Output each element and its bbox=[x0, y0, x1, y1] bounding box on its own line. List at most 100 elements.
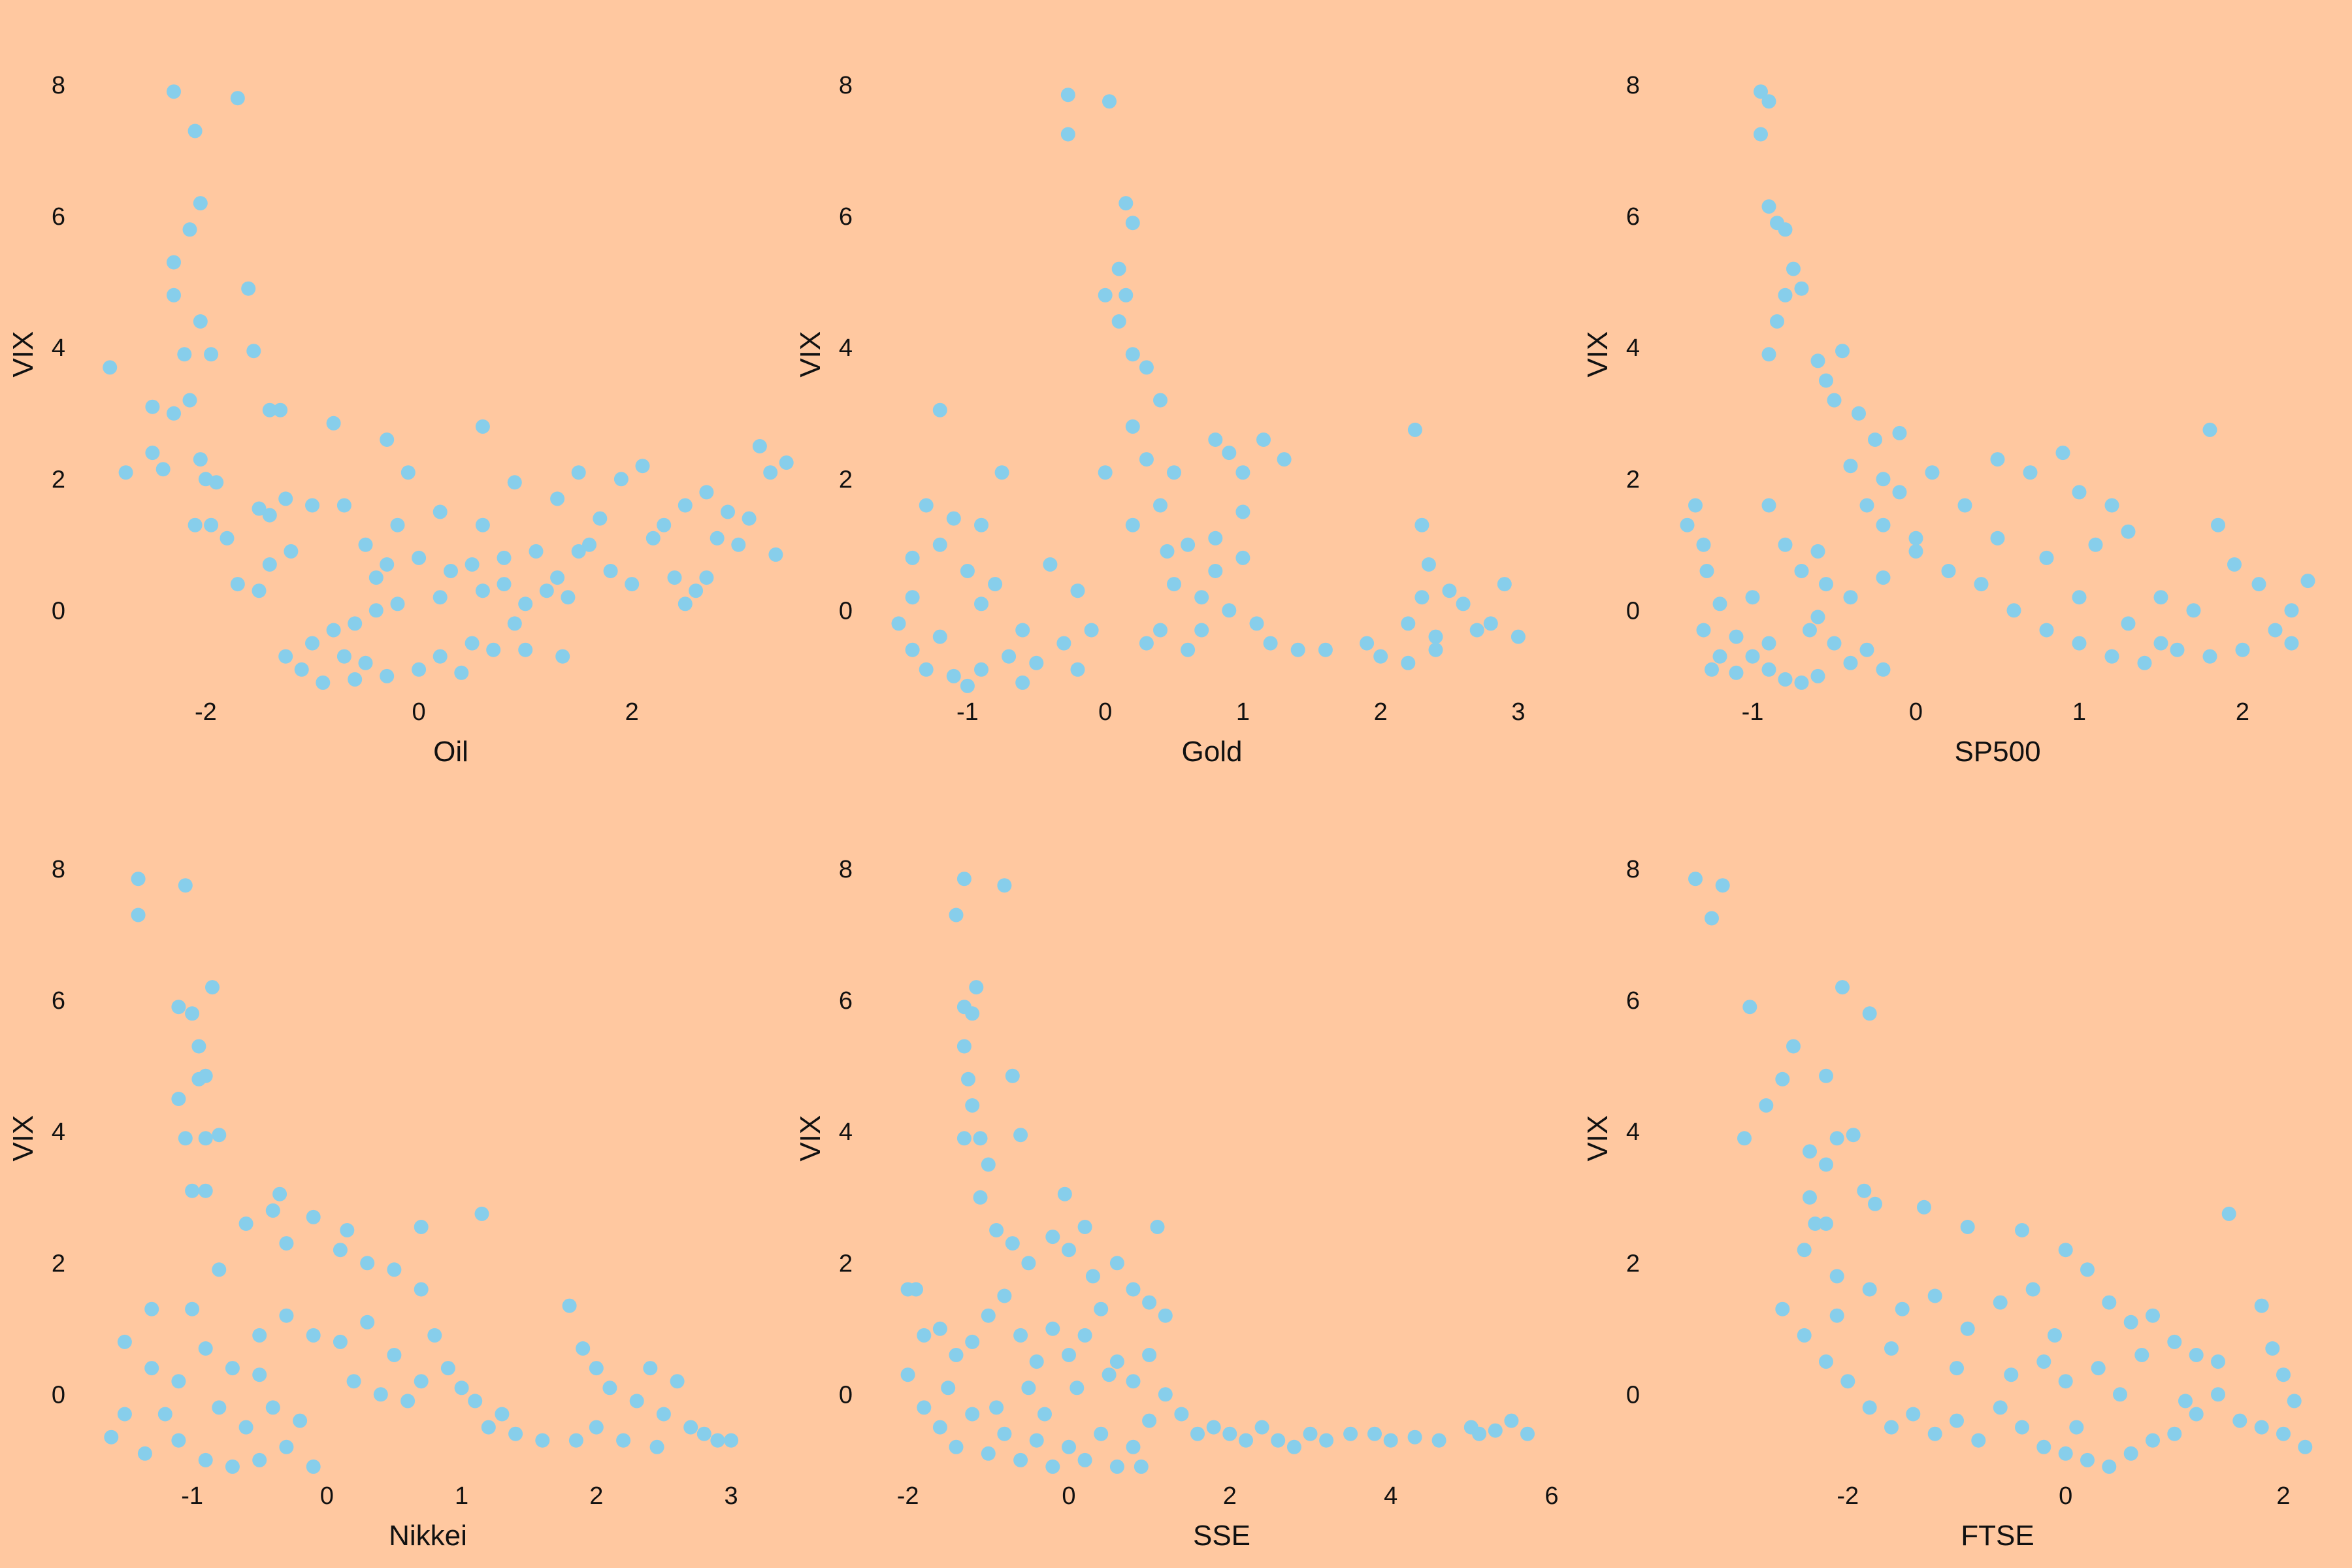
x-axis-label: Oil bbox=[433, 736, 468, 768]
data-point bbox=[2055, 446, 2070, 461]
data-point bbox=[1712, 649, 1727, 664]
data-point bbox=[326, 623, 341, 638]
data-point bbox=[265, 1400, 280, 1415]
data-point bbox=[2167, 1334, 2182, 1349]
data-point bbox=[1993, 1295, 2008, 1310]
data-point bbox=[696, 1426, 711, 1441]
data-point bbox=[956, 1131, 972, 1146]
data-point bbox=[1037, 1407, 1052, 1422]
data-point bbox=[262, 402, 277, 417]
y-tick-label: 0 bbox=[839, 1381, 853, 1409]
data-point bbox=[1167, 465, 1181, 480]
data-point bbox=[1194, 623, 1209, 638]
data-point bbox=[1153, 393, 1168, 408]
data-point bbox=[1085, 1269, 1100, 1284]
data-point bbox=[1797, 1328, 1812, 1343]
data-point bbox=[390, 517, 405, 532]
data-point bbox=[2298, 1439, 2313, 1454]
data-point bbox=[1876, 517, 1891, 532]
data-point bbox=[1277, 452, 1292, 467]
data-point bbox=[185, 1301, 200, 1316]
y-tick-label: 6 bbox=[839, 987, 853, 1015]
data-point bbox=[1857, 1183, 1872, 1198]
data-point bbox=[1950, 1413, 1964, 1428]
data-point bbox=[1472, 1426, 1487, 1441]
y-tick-label: 6 bbox=[1626, 987, 1640, 1015]
data-point bbox=[1862, 1006, 1877, 1021]
data-point bbox=[2039, 623, 2054, 638]
data-point bbox=[965, 1334, 980, 1349]
data-point bbox=[656, 1407, 671, 1422]
scatter-panel-5: -2 0 2 4 6 0 2 4 6 8 SSE VIX bbox=[794, 856, 1559, 1552]
data-point bbox=[145, 446, 160, 461]
data-point bbox=[465, 557, 480, 572]
x-tick-label: 1 bbox=[2072, 698, 2086, 726]
data-point bbox=[2189, 1348, 2204, 1362]
data-point bbox=[1045, 1459, 1060, 1474]
data-point bbox=[204, 347, 219, 362]
data-point bbox=[1705, 911, 1719, 926]
data-point bbox=[1126, 1374, 1141, 1389]
data-point bbox=[1761, 94, 1776, 109]
data-point bbox=[989, 1223, 1004, 1237]
data-point bbox=[1819, 1068, 1833, 1083]
scatter-panels: -2 0 2 0 2 4 6 8 Oil VIX -1 0 1 2 3 0 2 4 6 8 Gold VIX -1 0 1 2 0 2… bbox=[7, 72, 2315, 1552]
data-point bbox=[1884, 1420, 1899, 1435]
data-point bbox=[1109, 1354, 1124, 1369]
data-point bbox=[932, 402, 947, 417]
data-point bbox=[582, 537, 596, 552]
data-point bbox=[1699, 564, 1714, 578]
data-point bbox=[117, 1334, 132, 1349]
data-point bbox=[2102, 1295, 2117, 1310]
data-point bbox=[1070, 1380, 1085, 1396]
data-point bbox=[1908, 531, 1923, 546]
data-point bbox=[1960, 1220, 1975, 1234]
data-point bbox=[220, 531, 235, 546]
x-tick-label: 0 bbox=[1062, 1482, 1075, 1510]
data-point bbox=[988, 577, 1003, 592]
data-point bbox=[2167, 1426, 2182, 1441]
data-point bbox=[1401, 616, 1416, 631]
data-point bbox=[1488, 1423, 1503, 1438]
data-point bbox=[412, 662, 427, 677]
data-point bbox=[368, 570, 384, 585]
data-point bbox=[1957, 498, 1972, 513]
data-point bbox=[380, 433, 395, 447]
data-point bbox=[2015, 1223, 2029, 1237]
data-point bbox=[2300, 574, 2315, 589]
data-point bbox=[2058, 1374, 2073, 1389]
data-point bbox=[1208, 531, 1223, 546]
data-point bbox=[182, 393, 197, 408]
data-point bbox=[390, 596, 405, 612]
data-point bbox=[1884, 1341, 1899, 1356]
data-point bbox=[1794, 281, 1809, 296]
data-point bbox=[1167, 577, 1181, 592]
y-axis-label: VIX bbox=[794, 1115, 826, 1162]
x-tick-label: 2 bbox=[625, 698, 639, 726]
y-tick-label: 4 bbox=[52, 335, 65, 362]
data-point bbox=[1303, 1426, 1318, 1441]
data-point bbox=[974, 662, 988, 677]
data-point bbox=[1102, 1367, 1117, 1382]
data-point bbox=[2104, 498, 2119, 513]
data-point bbox=[117, 1407, 132, 1422]
data-point bbox=[1712, 596, 1727, 612]
data-point bbox=[2265, 1341, 2280, 1356]
y-tick-label: 0 bbox=[52, 1381, 65, 1409]
data-point bbox=[1990, 531, 2005, 546]
data-point bbox=[1742, 1000, 1757, 1015]
data-point bbox=[555, 649, 570, 664]
data-point bbox=[118, 465, 133, 480]
data-point bbox=[1862, 1400, 1877, 1415]
data-point bbox=[1990, 452, 2005, 467]
data-point bbox=[1013, 1452, 1028, 1467]
data-point bbox=[400, 1394, 416, 1409]
data-point bbox=[1190, 1426, 1205, 1441]
data-point bbox=[2058, 1446, 2073, 1461]
data-point bbox=[1206, 1420, 1221, 1435]
data-point bbox=[1407, 1429, 1422, 1445]
data-point bbox=[305, 636, 319, 651]
data-point bbox=[2123, 1446, 2138, 1461]
data-point bbox=[1960, 1321, 1975, 1336]
data-point bbox=[1852, 406, 1866, 421]
